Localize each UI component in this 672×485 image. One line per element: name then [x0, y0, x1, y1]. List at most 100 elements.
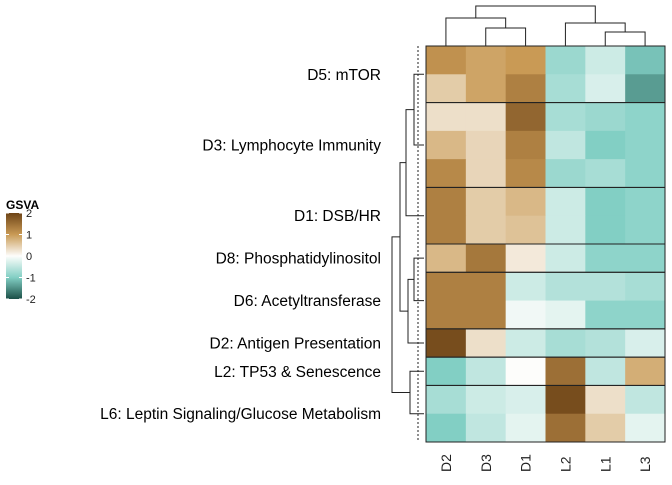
- heatmap-cell: [585, 244, 626, 273]
- heatmap-cell: [505, 46, 546, 75]
- column-label: L1: [597, 456, 613, 472]
- heatmap-cell: [625, 74, 666, 103]
- heatmap-cell: [465, 272, 507, 301]
- heatmap-cell: [585, 328, 626, 358]
- dendrogram-branch: [409, 370, 424, 415]
- row-dendrogram: [391, 46, 424, 442]
- heatmap-cell: [465, 328, 507, 358]
- heatmap-cell: [625, 215, 666, 245]
- heatmap-cell: [545, 46, 586, 75]
- heatmap-cell: [465, 159, 507, 188]
- column-labels: D2 D3 D1 L2 L1 L3: [438, 454, 653, 472]
- heatmap-cell: [585, 357, 626, 386]
- heatmap-cell: [545, 102, 586, 132]
- heatmap-cell: [465, 244, 507, 273]
- heatmap-cell: [465, 300, 507, 330]
- dendrogram-branch: [399, 162, 408, 312]
- heatmap-cell: [585, 413, 626, 443]
- heatmap-cell: [426, 74, 467, 103]
- heatmap-cell: [545, 159, 586, 188]
- heatmap-cell: [426, 46, 467, 75]
- heatmap-cell: [465, 46, 507, 75]
- heatmap-cell: [585, 46, 626, 75]
- heatmap-cell: [545, 187, 586, 217]
- heatmap-cell: [545, 328, 586, 358]
- heatmap-cell: [426, 413, 467, 443]
- row-group-frame: [425, 384, 666, 443]
- heatmap-cell: [545, 272, 586, 301]
- legend-tick-label: 2: [26, 208, 32, 220]
- dendrogram-branch: [413, 73, 424, 146]
- heatmap-cell: [426, 244, 467, 273]
- heatmap-cell: [426, 159, 467, 188]
- dendrogram-branch: [407, 278, 424, 344]
- legend-title: GSVA: [6, 198, 39, 212]
- heatmap-cell: [505, 102, 546, 132]
- heatmap-cell: [585, 187, 626, 217]
- heatmap-cell: [545, 385, 586, 415]
- heatmap-cell: [625, 102, 666, 132]
- dendrogram-branch: [475, 5, 596, 23]
- heatmap-cell: [585, 74, 626, 103]
- heatmap-cell: [426, 357, 467, 386]
- row-group-labels: D5: mTOR D3: Lymphocyte Immunity D1: DSB/H…: [100, 67, 381, 423]
- heatmap-cell: [426, 385, 467, 415]
- row-group-label: D3: Lymphocyte Immunity: [202, 138, 381, 155]
- heatmap-cell: [585, 385, 626, 415]
- heatmap-cell: [465, 413, 507, 443]
- heatmap-cell: [505, 159, 546, 188]
- heatmap-cell: [465, 215, 507, 245]
- heatmap-cell: [465, 74, 507, 103]
- heatmap-cell: [625, 187, 666, 217]
- heatmap-cell: [625, 413, 666, 443]
- column-label: L3: [637, 456, 653, 472]
- column-label: D1: [518, 454, 534, 472]
- heatmap-cell: [625, 159, 666, 188]
- heatmap-cell: [426, 272, 467, 301]
- dendrogram-branch: [445, 17, 507, 46]
- heatmap-cell: [426, 215, 467, 245]
- heatmap-cell: [625, 300, 666, 330]
- heatmap-cell: [545, 244, 586, 273]
- legend-tick-label: 1: [26, 230, 32, 242]
- heatmap-cell: [505, 385, 546, 415]
- row-group-separators: [425, 45, 666, 443]
- row-group-label: D1: DSB/HR: [294, 208, 381, 225]
- heatmap-cell: [426, 328, 467, 358]
- column-label: D3: [478, 454, 494, 472]
- dendrogram-branch: [405, 109, 424, 217]
- heatmap-cell: [545, 215, 586, 245]
- heatmap-cell: [465, 130, 507, 160]
- heatmap-cell: [465, 385, 507, 415]
- column-label: L2: [557, 456, 573, 472]
- heatmap-cell: [585, 130, 626, 160]
- dendrogram-branch: [564, 22, 626, 46]
- column-dendrogram: [445, 5, 646, 46]
- dendrogram-branch: [413, 257, 424, 302]
- legend-tick-label: 0: [26, 251, 32, 263]
- heatmap-cell: [465, 102, 507, 132]
- heatmap-cell: [505, 244, 546, 273]
- row-group-label: L6: Leptin Signaling/Glucose Metabolism: [100, 406, 381, 423]
- heatmap-cell: [545, 357, 586, 386]
- legend-tick-label: -1: [26, 273, 36, 285]
- row-group-label: D8: Phosphatidylinositol: [216, 251, 381, 268]
- heatmap-cell: [585, 300, 626, 330]
- legend-color-bar: [6, 213, 22, 299]
- heatmap-cell: [426, 300, 467, 330]
- heatmap-cell: [625, 130, 666, 160]
- heatmap-cell: [505, 328, 546, 358]
- heatmap-cell: [505, 74, 546, 103]
- heatmap-cell: [505, 357, 546, 386]
- dendrogram-branch: [604, 31, 646, 46]
- heatmap-cell: [585, 215, 626, 245]
- heatmap-cell: [625, 385, 666, 415]
- heatmap-cell: [465, 187, 507, 217]
- heatmap-cell: [505, 413, 546, 443]
- heatmap-cell: [505, 187, 546, 217]
- heatmap-cell: [625, 328, 666, 358]
- heatmap-cell: [505, 300, 546, 330]
- heatmap-cell: [465, 357, 507, 386]
